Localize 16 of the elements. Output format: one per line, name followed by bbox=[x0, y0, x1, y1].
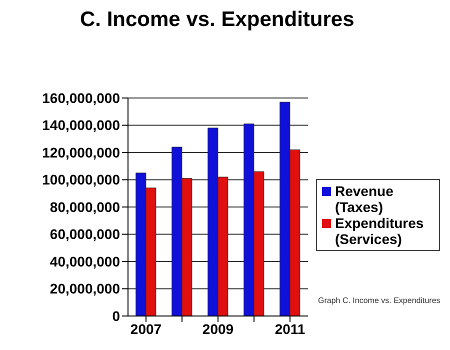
legend-label: Revenue (Taxes) bbox=[335, 183, 394, 215]
y-tick-label: 20,000,000 bbox=[50, 280, 120, 297]
x-tick-label: 2009 bbox=[202, 320, 234, 337]
y-tick-label: 140,000,000 bbox=[42, 117, 120, 134]
x-tick-label: 2011 bbox=[274, 320, 306, 337]
y-tick-label: 40,000,000 bbox=[50, 253, 120, 270]
x-tick-label: 2007 bbox=[130, 320, 162, 337]
chart-title: C. Income vs. Expenditures bbox=[80, 8, 354, 32]
y-tick-label: 100,000,000 bbox=[42, 172, 120, 188]
legend-label: Expenditures (Services) bbox=[335, 215, 425, 247]
y-tick-label: 160,000,000 bbox=[42, 90, 120, 106]
text: Graph C. Income vs. Expenditures bbox=[318, 296, 440, 305]
y-tick-label: 0 bbox=[112, 308, 120, 324]
y-tick-label: 120,000,000 bbox=[42, 144, 120, 160]
y-tick-label: 80,000,000 bbox=[50, 198, 120, 215]
y-tick-label: 60,000,000 bbox=[50, 226, 120, 242]
